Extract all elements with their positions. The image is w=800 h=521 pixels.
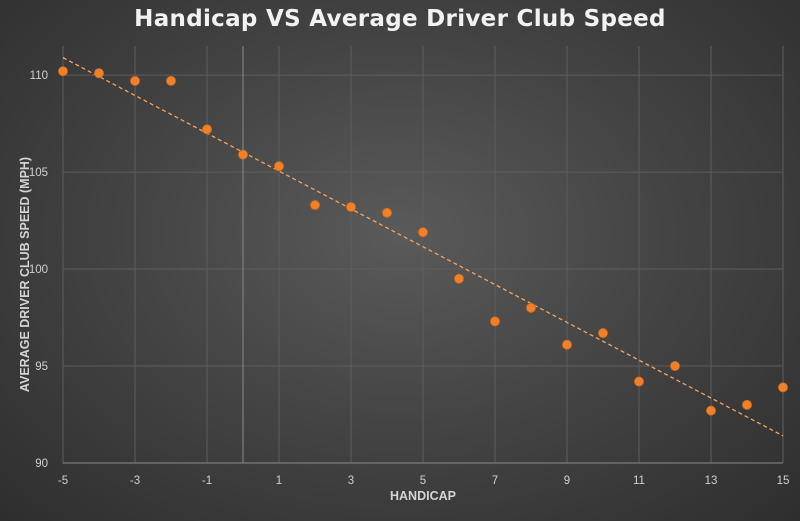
y-tick-labels: 90 95 100 105 110 [29,70,48,470]
data-point [345,201,356,212]
data-point [742,399,753,410]
trendline [62,57,784,437]
x-tick-label: 1 [276,475,282,487]
y-tick-label: 105 [29,167,48,179]
x-tick-labels: -5 -3 -1 1 3 5 7 9 11 13 15 [58,475,790,487]
chart-title: Handicap VS Average Driver Club Speed [134,6,666,32]
y-tick-label: 110 [30,70,48,82]
x-tick-label: -5 [58,475,68,487]
data-point [237,149,248,160]
data-point [381,207,392,218]
vertical-gridlines [62,46,784,463]
x-tick-label: 13 [705,475,718,487]
data-point [165,75,176,86]
data-point [417,227,428,238]
data-points [58,66,789,416]
data-point [634,376,645,387]
data-point [526,302,537,313]
data-point [489,316,500,327]
x-tick-label: 11 [633,475,645,487]
data-point [309,200,320,211]
x-tick-label: 7 [492,475,498,487]
data-point [562,339,573,350]
y-tick-label: 100 [29,264,48,276]
x-tick-label: 3 [348,475,354,487]
data-point [58,66,69,77]
data-point [94,68,105,79]
data-point [273,161,284,172]
data-point [201,124,212,135]
data-point [670,361,681,372]
x-tick-label: 9 [564,475,570,487]
data-point [706,405,717,416]
y-tick-label: 90 [35,458,48,470]
data-point [778,382,789,393]
x-tick-label: 15 [777,475,790,487]
x-tick-label: 5 [420,475,426,487]
x-tick-label: -1 [202,475,212,487]
y-tick-label: 95 [35,361,48,373]
data-point [129,75,140,86]
y-axis-title: AVERAGE DRIVER CLUB SPEED (MPH) [18,157,32,392]
x-axis-title: HANDICAP [390,489,456,503]
x-tick-label: -3 [130,475,140,487]
data-point [453,273,464,284]
data-point [598,328,609,339]
